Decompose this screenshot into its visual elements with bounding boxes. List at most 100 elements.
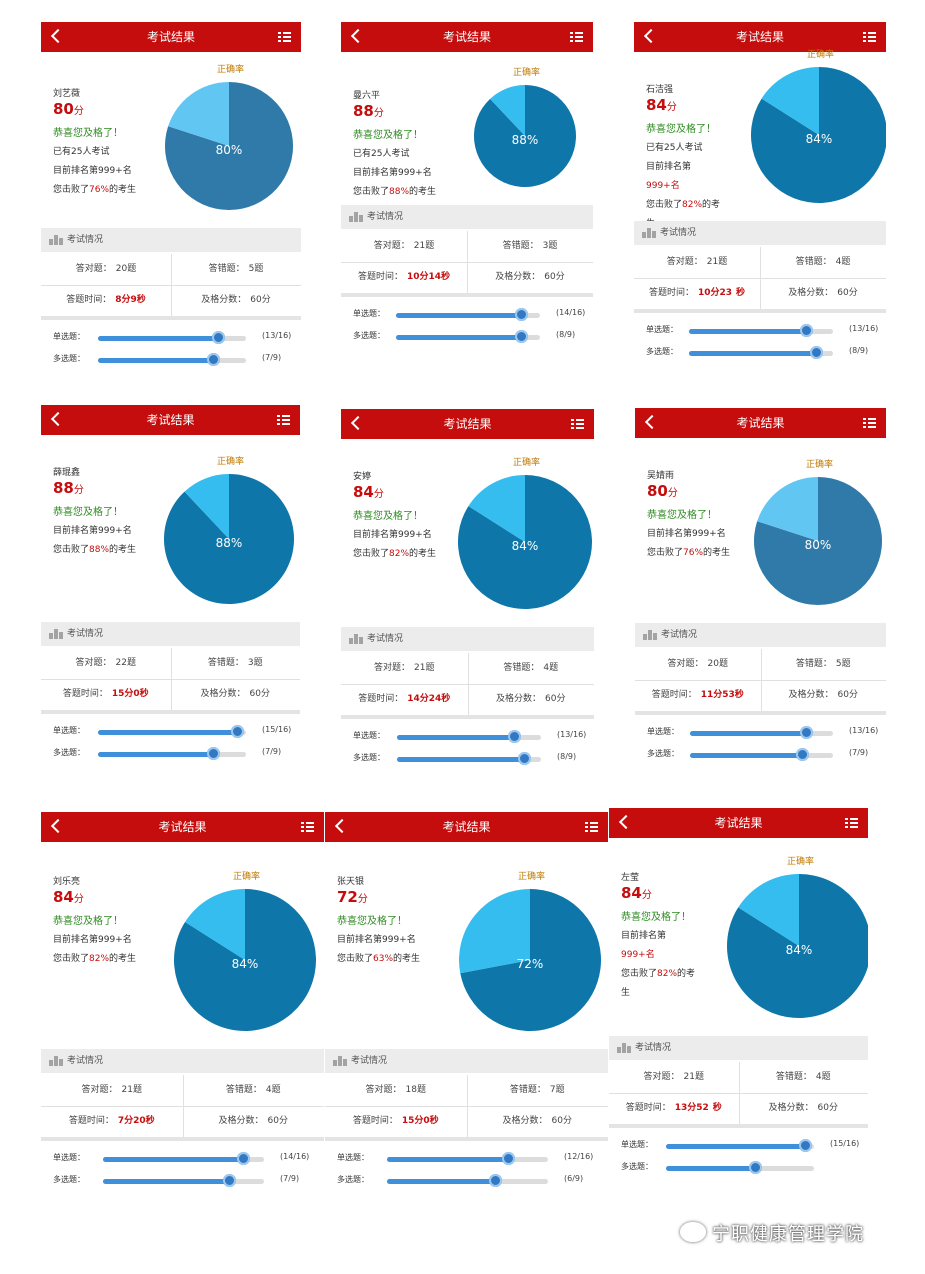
pass-score-cell: 及格分数： 60分 [468, 684, 595, 715]
correct-count-value: 21题 [121, 1085, 142, 1095]
student-name: 刘乐亮 [53, 877, 81, 887]
stats-icon [642, 228, 656, 238]
menu-icon[interactable] [570, 31, 583, 43]
multi-choice-progress[interactable] [690, 748, 833, 761]
progress-knob[interactable] [799, 726, 813, 739]
menu-icon[interactable] [585, 821, 598, 833]
progress-knob[interactable] [207, 747, 221, 760]
student-name: 石洁强 [646, 85, 674, 95]
congrats-text: 恭喜您及格了！ [53, 916, 123, 927]
progress-knob[interactable] [211, 331, 225, 344]
single-choice-progress[interactable] [666, 1139, 814, 1152]
score-unit: 分 [73, 106, 84, 117]
pass-score-cell: 及格分数： 60分 [467, 262, 593, 293]
single-choice-progress[interactable] [689, 324, 833, 337]
congrats-text: 恭喜您及格了！ [53, 128, 123, 139]
multi-choice-progress[interactable] [98, 353, 246, 366]
progress-knob[interactable] [515, 330, 529, 343]
single-choice-fraction: (14/16) [556, 308, 586, 317]
multi-choice-progress[interactable] [396, 330, 540, 343]
single-choice-progress[interactable] [103, 1152, 264, 1165]
correct-count-value: 21题 [414, 663, 435, 673]
progress-knob[interactable] [795, 748, 809, 761]
single-choice-progress[interactable] [397, 730, 541, 743]
pass-score-label: 及格分数： [502, 1116, 548, 1126]
multi-choice-progress[interactable] [98, 747, 246, 760]
score-number: 80 [647, 482, 668, 500]
multi-choice-progress[interactable] [689, 346, 833, 359]
multi-choice-progress[interactable] [666, 1161, 814, 1174]
correct-count-label: 答对题： [75, 658, 112, 668]
progress-knob[interactable] [237, 1152, 251, 1165]
progress-knob[interactable] [517, 752, 531, 765]
score-unit: 分 [373, 489, 384, 500]
menu-icon[interactable] [845, 817, 858, 829]
progress-knob[interactable] [799, 1139, 813, 1152]
rank-text: 目前排名第999+名 [353, 168, 432, 178]
rank-text: 目前排名第999+名 [53, 935, 132, 945]
progress-knob[interactable] [501, 1152, 515, 1165]
menu-icon[interactable] [278, 31, 291, 43]
correct-count-cell: 答对题： 18题 [325, 1075, 467, 1106]
rank-text: 目前排名第 [646, 162, 692, 172]
score-value: 80分 [53, 100, 84, 118]
progress-knob[interactable] [488, 1174, 502, 1187]
progress-knob[interactable] [231, 725, 245, 738]
single-choice-progress[interactable] [98, 331, 246, 344]
answer-time-value: 7分20秒 [117, 1116, 155, 1126]
pie-slice-correct [460, 889, 601, 1031]
rank-text: 目前排名第999+名 [53, 166, 132, 176]
pass-score-value: 60分 [267, 1116, 288, 1126]
answer-time-label: 答题时间： [625, 1103, 671, 1113]
section-title: 考试情况 [67, 1056, 104, 1066]
single-choice-fraction: (13/16) [849, 726, 879, 735]
progress-knob[interactable] [515, 308, 529, 321]
menu-icon[interactable] [301, 821, 314, 833]
answer-time-cell: 答题时间： 14分24秒 [341, 684, 468, 715]
wrong-count-cell: 答错题： 4题 [183, 1075, 325, 1106]
single-choice-fraction: (15/16) [262, 725, 292, 734]
pass-score-value: 60分 [249, 689, 270, 699]
single-choice-progress[interactable] [396, 308, 540, 321]
defeat-text: 您击败了82%的考 [646, 197, 720, 210]
section-header: 考试情况 [41, 1049, 324, 1073]
result-card: 考试结果 正确率 左莹 84分 恭喜您及格了！ 目前排名第 999+名 您击败了82%的考生 8… [609, 808, 868, 1238]
menu-icon[interactable] [863, 31, 876, 43]
progress-knob[interactable] [809, 346, 823, 359]
multi-choice-progress[interactable] [103, 1174, 264, 1187]
stats-grid: 答对题： 21题 答错题： 4题 答题时间： 13分52 秒及格分数： 60分 [609, 1062, 868, 1128]
stats-icon [49, 1056, 63, 1066]
progress-knob[interactable] [222, 1174, 236, 1187]
single-choice-progress[interactable] [98, 725, 246, 738]
wrong-count-cell: 答错题： 4题 [468, 653, 595, 684]
multi-choice-label: 多选题： [353, 753, 385, 762]
defeat-text: 您击败了82%的考 [621, 966, 695, 979]
wrong-count-cell: 答错题： 5题 [171, 254, 301, 285]
accuracy-pie-chart: 84% [458, 475, 592, 609]
menu-icon[interactable] [277, 414, 290, 426]
multi-choice-progress[interactable] [387, 1174, 548, 1187]
rank-value: 999+名 [621, 950, 655, 960]
single-choice-progress[interactable] [690, 726, 833, 739]
progress-knob[interactable] [507, 730, 521, 743]
pie-slice-wrong [757, 477, 818, 541]
progress-knob[interactable] [748, 1161, 762, 1174]
correct-count-label: 答对题： [81, 1085, 118, 1095]
menu-icon[interactable] [571, 418, 584, 430]
multi-choice-progress[interactable] [397, 752, 541, 765]
menu-icon[interactable] [863, 417, 876, 429]
defeat-text: 您击败了82%的考生 [53, 951, 136, 964]
section-header: 考试情况 [609, 1036, 868, 1060]
header-title: 考试结果 [442, 820, 491, 834]
progress-knob[interactable] [207, 353, 221, 366]
answer-time-value: 13分52 [674, 1103, 709, 1113]
answer-time-label: 答题时间： [651, 690, 697, 700]
result-card: 考试结果 正确率 刘乐亮 84分 恭喜您及格了！ 目前排名第999+名 您击败了82%的考生… [41, 812, 324, 1242]
multi-choice-label: 多选题： [646, 347, 678, 356]
single-choice-progress[interactable] [387, 1152, 548, 1165]
pie-slice-correct [751, 67, 886, 203]
header-title: 考试结果 [714, 816, 763, 830]
progress-knob[interactable] [799, 324, 813, 337]
score-number: 84 [646, 96, 667, 114]
progress-fill [396, 335, 522, 340]
